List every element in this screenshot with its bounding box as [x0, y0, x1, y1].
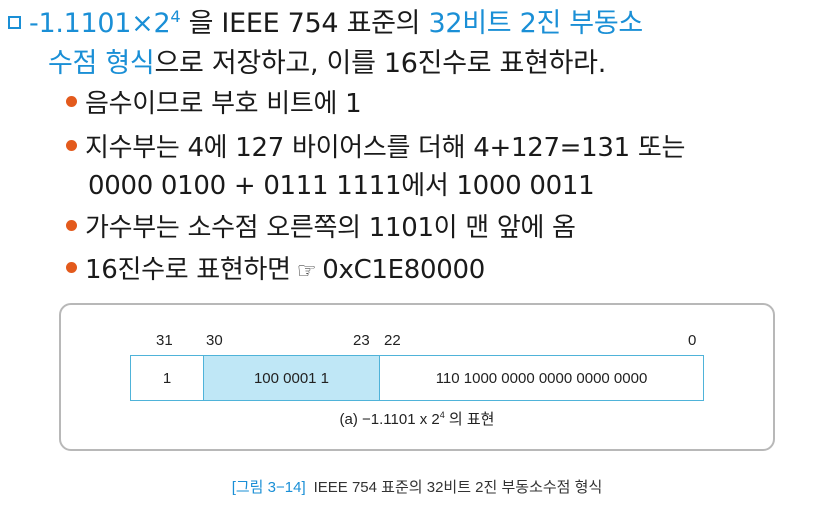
- pointing-hand-icon: ☞: [296, 259, 317, 284]
- checkbox-square-icon: [8, 16, 21, 29]
- bullet-exponent: 지수부는 4에 127 바이어스를 더해 4+127=131 또는: [66, 130, 685, 166]
- question-expression: -1.1101×24: [29, 7, 181, 39]
- question-text: 을 IEEE 754 표준의: [180, 8, 429, 39]
- bit-label-22: 22: [384, 332, 401, 349]
- figure-label: [그림 3−14]: [231, 479, 306, 496]
- bullet-dot-icon: [66, 96, 77, 107]
- question-highlight: 32비트 2진 부동소: [428, 8, 643, 39]
- figure-caption: [그림 3−14] IEEE 754 표준의 32비트 2진 부동소수점 형식: [0, 476, 814, 497]
- bullet-exponent-continued: 0000 0100 + 0111 1111에서 1000 0011: [88, 171, 595, 201]
- question-line-2: 수점 형식으로 저장하고, 이를 16진수로 표현하라.: [48, 46, 606, 82]
- exponent-cell: 100 0001 1: [204, 356, 380, 400]
- figure-caption-text: IEEE 754 표준의 32비트 2진 부동소수점 형식: [313, 479, 603, 496]
- bullet-dot-icon: [66, 140, 77, 151]
- bit-label-0: 0: [688, 332, 697, 349]
- bullet-dot-icon: [66, 262, 77, 273]
- question-text-2: 으로 저장하고, 이를 16진수로 표현하라.: [154, 48, 607, 79]
- figure-sub-caption: (a) −1.1101 x 24 의 표현: [339, 410, 495, 429]
- sign-bit-cell: 1: [131, 356, 204, 400]
- bit-register: 1 100 0001 1 110 1000 0000 0000 0000 000…: [130, 355, 704, 401]
- bullet-dot-icon: [66, 220, 77, 231]
- bullet-sign: 음수이므로 부호 비트에 1: [66, 86, 362, 122]
- bit-label-31: 31: [156, 332, 173, 349]
- bullet-mantissa: 가수부는 소수점 오른쪽의 1101이 맨 앞에 옴: [66, 210, 576, 246]
- question-highlight-2: 수점 형식: [48, 48, 155, 79]
- bit-label-23: 23: [353, 332, 370, 349]
- bit-label-30: 30: [206, 332, 223, 349]
- question-line-1: -1.1101×24 을 IEEE 754 표준의 32비트 2진 부동소: [8, 6, 643, 42]
- mantissa-cell: 110 1000 0000 0000 0000 0000: [380, 356, 703, 400]
- bullet-hex: 16진수로 표현하면 ☞ 0xC1E80000: [66, 252, 485, 290]
